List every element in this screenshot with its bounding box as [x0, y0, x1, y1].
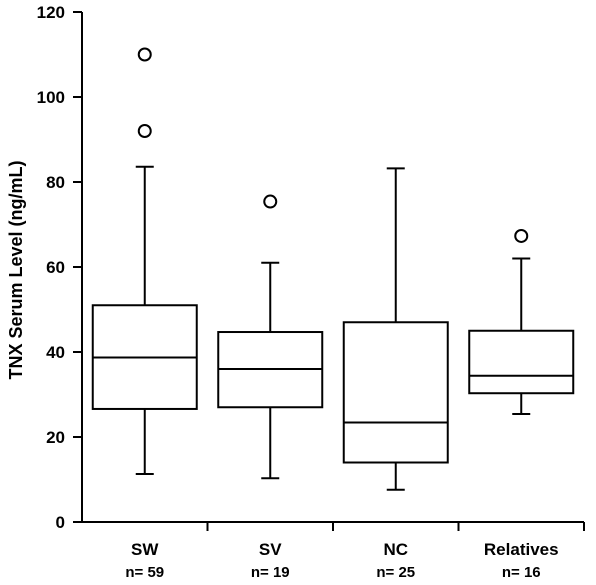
- axes: 0 20 40 60 80 100 120: [37, 3, 585, 532]
- category-label-nc: NC: [383, 540, 408, 559]
- y-tick-label-60: 60: [46, 258, 65, 277]
- n-label-sw: n= 59: [125, 564, 164, 581]
- y-axis-title: TNX Serum Level (ng/mL): [6, 160, 26, 379]
- category-label-relatives: Relatives: [484, 540, 559, 559]
- boxes: [91, 47, 575, 491]
- outlier-point: [514, 228, 529, 243]
- y-tick-label-0: 0: [56, 513, 65, 532]
- box-sw: [91, 47, 198, 475]
- outlier-point: [137, 124, 152, 138]
- category-label-sv: SV: [259, 540, 282, 559]
- category-label-sw: SW: [131, 540, 159, 559]
- outlier-point: [263, 194, 278, 209]
- y-tick-label-100: 100: [37, 88, 65, 107]
- y-tick-label-120: 120: [37, 3, 65, 22]
- outlier-point: [137, 47, 152, 62]
- iqr-box: [468, 329, 575, 395]
- y-tick-label-20: 20: [46, 428, 65, 447]
- box-sv: [217, 194, 324, 480]
- y-tick-label-40: 40: [46, 343, 65, 362]
- box-nc: [342, 167, 449, 491]
- n-label-relatives: n= 16: [502, 564, 541, 581]
- n-label-nc: n= 25: [376, 564, 415, 581]
- n-label-sv: n= 19: [251, 564, 290, 581]
- iqr-box: [342, 321, 449, 464]
- category-labels: SW n= 59 SV n= 19 NC n= 25 Relatives n= 16: [125, 540, 558, 581]
- y-tick-label-80: 80: [46, 173, 65, 192]
- box-relatives: [468, 228, 575, 416]
